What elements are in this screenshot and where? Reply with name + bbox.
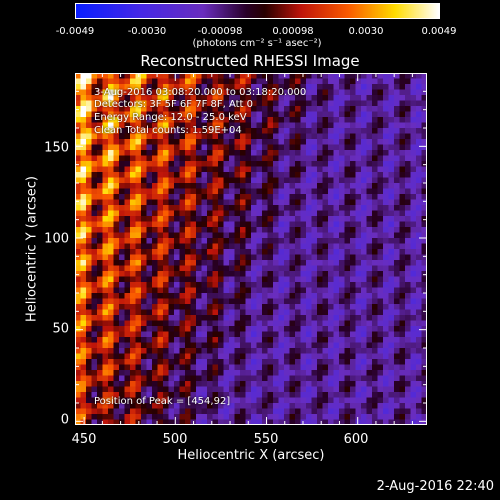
colorbar-tick: 0.0049 — [421, 26, 457, 37]
colorbar-tick: 0.0030 — [348, 26, 384, 37]
heatmap-plot — [75, 73, 427, 425]
colorbar-tick: -0.00098 — [197, 26, 243, 37]
plot-frame — [75, 73, 427, 425]
chart-title: Reconstructed RHESSI Image — [140, 52, 360, 70]
energy-range-label: Energy Range: 12.0 - 25.0 keV — [94, 112, 247, 123]
x-tick-label: 450 — [71, 432, 97, 447]
colorbar-units: (photons cm⁻² s⁻¹ asec⁻²) — [192, 38, 322, 49]
colorbar-tick: 0.00098 — [272, 26, 314, 37]
x-tick-label: 500 — [162, 432, 188, 447]
y-tick-label: 150 — [44, 140, 69, 156]
heatmap-svg — [75, 73, 427, 425]
time-range-label: 3-Aug-2016 03:08:20.000 to 03:18:20.000 — [94, 87, 307, 98]
x-tick-label: 550 — [253, 432, 279, 447]
x-axis-label: Heliocentric X (arcsec) — [177, 448, 325, 463]
peak-position-label: Position of Peak = [454,92] — [94, 396, 231, 407]
y-tick-label: 50 — [52, 321, 69, 337]
clean-counts-label: Clean Total counts: 1.59E+04 — [94, 125, 242, 136]
y-axis-label: Heliocentric Y (arcsec) — [24, 176, 40, 322]
y-tick-label: 100 — [44, 231, 69, 247]
detectors-label: Detectors: 3F 5F 6F 7F 8F, Att 0 — [94, 99, 254, 110]
colorbar-tick: -0.0030 — [127, 26, 167, 37]
plot-timestamp: 2-Aug-2016 22:40 — [376, 479, 494, 494]
colorbar-tick: -0.0049 — [55, 26, 95, 37]
y-tick-label: 0 — [60, 412, 69, 428]
x-tick-label: 600 — [343, 432, 369, 447]
heatmap-image — [75, 73, 427, 425]
colorbar — [75, 3, 440, 19]
